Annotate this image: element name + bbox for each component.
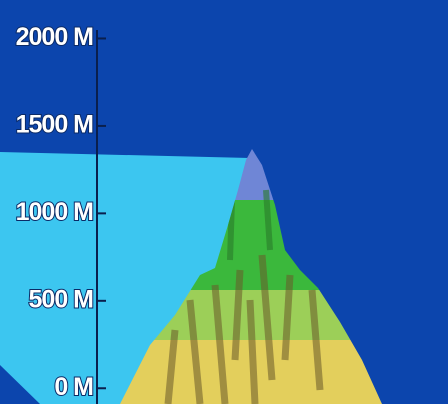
y-tick-label: 500 M [29, 285, 94, 313]
y-tick-label: 0 M [54, 373, 93, 401]
y-tick-label: 1500 M [16, 111, 94, 139]
y-tick-label: 2000 M [16, 23, 94, 51]
y-tick-label: 1000 M [16, 198, 94, 226]
